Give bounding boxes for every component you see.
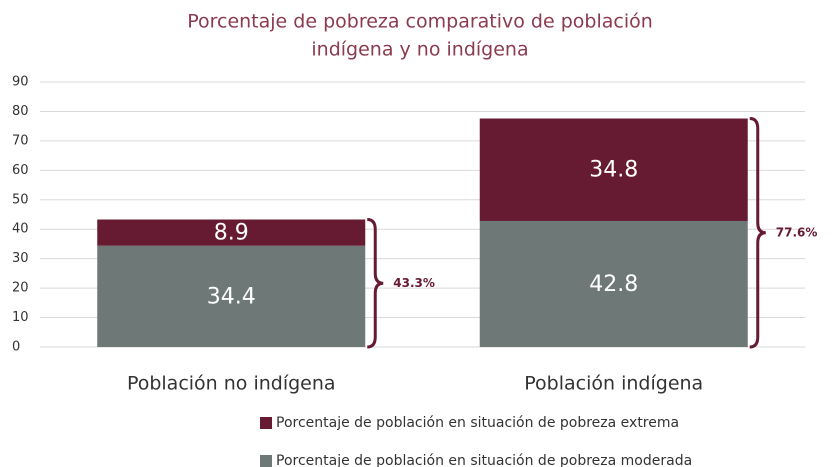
y-tick-label: 30 xyxy=(12,251,29,266)
data-label: 8.9 xyxy=(214,221,249,246)
x-tick-label: Población no indígena xyxy=(127,373,336,395)
bar-segment xyxy=(479,118,748,221)
y-tick-label: 60 xyxy=(12,163,29,178)
y-tick-label: 50 xyxy=(12,192,29,207)
total-label: 77.6% xyxy=(776,225,818,239)
data-label: 42.8 xyxy=(589,272,638,297)
y-tick-label: 90 xyxy=(12,75,29,90)
legend-swatch xyxy=(260,417,272,429)
bar-segment xyxy=(97,245,366,347)
y-tick-label: 0 xyxy=(12,340,20,355)
bar-segment xyxy=(479,220,748,347)
x-tick-label: Población indígena xyxy=(524,373,703,395)
data-label: 34.4 xyxy=(207,284,256,309)
total-brace xyxy=(367,218,384,349)
data-label: 34.8 xyxy=(589,158,638,183)
total-label: 43.3% xyxy=(393,276,435,290)
y-tick-label: 10 xyxy=(12,310,29,325)
y-tick-label: 80 xyxy=(12,104,29,119)
legend-label: Porcentaje de población en situación de … xyxy=(276,415,679,431)
y-tick-label: 70 xyxy=(12,133,29,148)
bar-segment xyxy=(97,219,366,246)
legend-label: Porcentaje de población en situación de … xyxy=(276,453,692,467)
chart-title: Porcentaje de pobreza comparativo de pob… xyxy=(187,11,653,33)
y-tick-label: 20 xyxy=(12,281,29,296)
y-tick-label: 40 xyxy=(12,222,29,237)
total-brace xyxy=(749,117,766,349)
chart-title: indígena y no indígena xyxy=(311,39,528,61)
legend-swatch xyxy=(260,455,272,467)
